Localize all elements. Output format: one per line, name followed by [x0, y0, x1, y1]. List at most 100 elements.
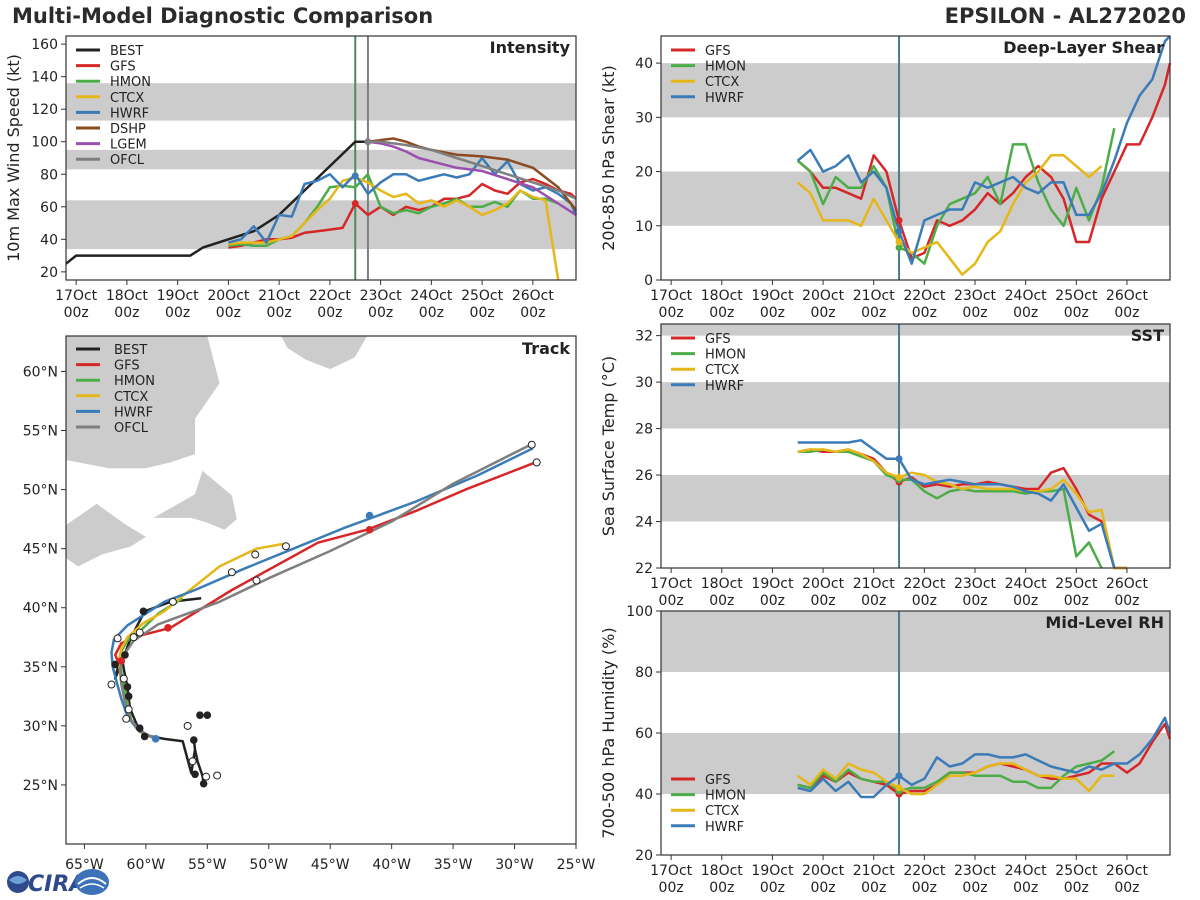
track-position-dot: [111, 660, 119, 669]
x-tick-label: 00z: [962, 305, 987, 321]
legend-label: CTCX: [110, 91, 144, 106]
x-tick-label: 00z: [216, 305, 241, 321]
legend-label: HWRF: [705, 91, 744, 106]
x-tick-label: 00z: [810, 305, 835, 321]
band: [661, 171, 1170, 226]
marker-ctcx: [895, 473, 903, 481]
band: [661, 63, 1170, 118]
legend-label: CTCX: [114, 390, 148, 405]
marker-hwrf: [895, 772, 903, 780]
x-tick-label: 00z: [114, 305, 139, 321]
series-best: [65, 140, 368, 265]
track-position-dot: [121, 651, 129, 659]
track-forecast-dot: [107, 680, 116, 689]
plot-frame: [660, 323, 1171, 569]
x-tick-label: 35°W: [434, 857, 473, 873]
track-forecast-dot: [168, 597, 177, 606]
x-tick-label: 18Oct: [106, 288, 149, 304]
y-tick-label: 40°N: [23, 601, 58, 617]
x-tick-label: 17Oct: [55, 288, 98, 304]
track-position-dot: [196, 711, 204, 720]
x-tick-label: 00z: [962, 593, 987, 609]
x-tick-label: 40°W: [372, 857, 411, 873]
x-tick-label: 00z: [1013, 880, 1038, 896]
x-tick-label: 26Oct: [1106, 863, 1149, 879]
series-ctcx: [796, 762, 1115, 796]
x-tick-label: 00z: [317, 305, 342, 321]
x-tick-label: 00z: [709, 305, 734, 321]
x-tick-label: 00z: [912, 593, 937, 609]
track-forecast-dot: [135, 628, 144, 637]
legend-label: HWRF: [705, 820, 744, 835]
x-tick-label: 00z: [1013, 593, 1038, 609]
y-tick-label: 100: [31, 135, 58, 151]
panel-track: 65°W 60°W 55°W 50°W 45°W 40°W 35°W 30°W 25°W 25°N…: [23, 335, 595, 873]
track-forecast-dot: [119, 674, 128, 683]
x-tick-label: 00z: [1064, 305, 1089, 321]
land-maritimes: [66, 503, 146, 567]
series-dshp: [367, 137, 577, 211]
y-tick-label: 0: [644, 273, 653, 289]
x-tick-label: 22Oct: [903, 288, 946, 304]
land-labrador: [66, 336, 220, 469]
y-tick-label: 40: [40, 232, 58, 248]
x-tick-label: 21Oct: [258, 288, 301, 304]
x-tick-label: 20Oct: [802, 288, 845, 304]
band: [661, 611, 1170, 672]
x-tick-label: 00z: [962, 880, 987, 896]
band: [661, 324, 1170, 336]
track-hwrf: [110, 447, 534, 741]
track-forecast-dot: [252, 576, 261, 585]
x-tick-label: 24Oct: [1005, 288, 1048, 304]
x-tick-label: 00z: [659, 880, 684, 896]
x-tick-label: 25Oct: [1055, 863, 1098, 879]
x-tick-label: 26Oct: [512, 288, 555, 304]
series-gfs: [796, 62, 1172, 260]
y-tick-label: 80: [635, 665, 653, 681]
x-tick-label: 00z: [912, 880, 937, 896]
y-tick-label: 45°N: [23, 542, 58, 558]
marker-ofcl: [364, 138, 372, 146]
x-tick-label: 24Oct: [410, 288, 453, 304]
legend-label: HMON: [114, 374, 155, 389]
legend-label: GFS: [705, 773, 731, 788]
legend-label: CTCX: [705, 804, 739, 819]
x-tick-label: 00z: [861, 880, 886, 896]
track-position-dot: [199, 779, 208, 788]
track-forecast-dot: [129, 633, 138, 642]
y-tick-label: 25°N: [23, 778, 58, 794]
legend-label: HMON: [705, 60, 746, 75]
series-hwrf: [228, 156, 578, 244]
panel-title: Track: [522, 339, 570, 358]
cira-logo: CIRA: [7, 869, 109, 897]
track-forecast-dot: [227, 568, 236, 577]
track-position-dot: [124, 692, 133, 701]
track-forecast-dot: [188, 757, 197, 766]
x-tick-label: 00z: [659, 593, 684, 609]
track-position-dot: [365, 525, 374, 534]
y-tick-label: 24: [635, 515, 653, 531]
x-tick-label: 65°W: [65, 857, 104, 873]
marker-ctcx: [895, 238, 903, 246]
y-tick-label: 55°N: [23, 424, 58, 440]
band: [661, 382, 1170, 429]
x-tick-label: 19Oct: [751, 576, 794, 592]
x-tick-label: 25Oct: [461, 288, 504, 304]
x-tick-label: 00z: [659, 305, 684, 321]
track-position-dot: [140, 732, 149, 741]
x-tick-label: 17Oct: [650, 576, 693, 592]
panel-title: SST: [1131, 326, 1164, 345]
y-tick-label: 30°N: [23, 719, 58, 735]
y-tick-label: 40: [635, 56, 653, 72]
x-tick-label: 18Oct: [701, 576, 744, 592]
track-forecast-dot: [124, 705, 133, 714]
track-position-dot: [191, 770, 199, 779]
storm-id-title: EPSILON - AL272020: [944, 4, 1186, 28]
panel-sst: 22242628303217Oct00z18Oct00z19Oct00z20Oc…: [599, 323, 1171, 609]
legend-label: HWRF: [114, 405, 153, 420]
x-tick-label: 00z: [912, 305, 937, 321]
x-tick-label: 00z: [368, 305, 393, 321]
x-tick-label: 50°W: [249, 857, 288, 873]
panel-intensity: 2040608010012014016017Oct00z18Oct00z19Oc…: [4, 35, 578, 321]
x-tick-label: 00z: [64, 305, 89, 321]
